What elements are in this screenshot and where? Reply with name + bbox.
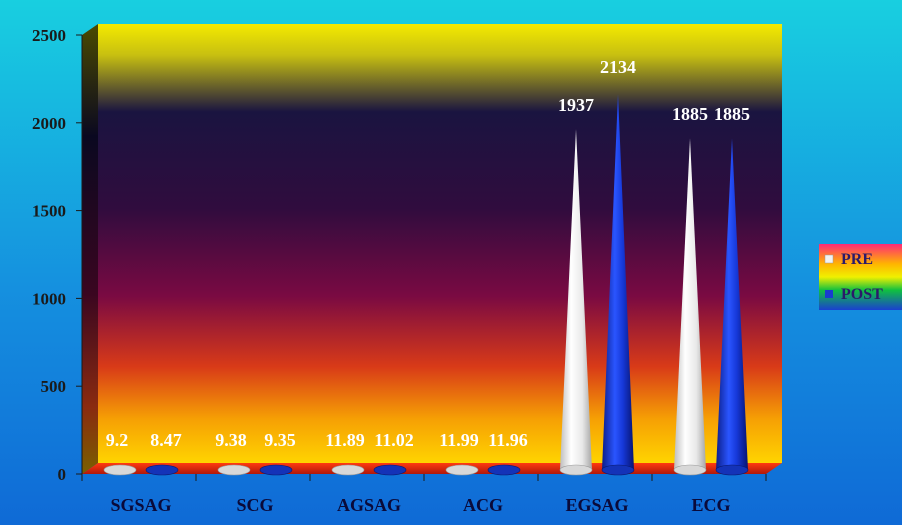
data-label-pre: 9.38 <box>215 430 247 450</box>
data-label-post: 11.02 <box>374 430 414 450</box>
cone-pre-acg <box>445 464 479 476</box>
cone-body <box>602 94 634 470</box>
cone-pre-egsag <box>559 129 593 476</box>
cone-base <box>445 464 479 476</box>
cone-post-acg <box>487 464 521 476</box>
x-tick-label: EGSAG <box>565 495 628 515</box>
plot-area <box>98 24 782 463</box>
cone-body <box>674 138 706 471</box>
legend-swatch-post <box>825 290 833 298</box>
y-tick-label: 500 <box>41 377 67 396</box>
cone-pre-agsag <box>331 464 365 476</box>
x-tick-label: ACG <box>463 495 503 515</box>
x-axis: SGSAG SCG AGSAG ACG EGSAG ECG <box>81 474 767 515</box>
cone-body <box>716 138 748 471</box>
y-tick-label: 2500 <box>32 26 66 45</box>
cone-base <box>373 464 407 476</box>
y-tick-label: 2000 <box>32 114 66 133</box>
cone-base <box>103 464 137 476</box>
data-label-post: 2134 <box>600 57 636 77</box>
data-label-post: 11.96 <box>488 430 528 450</box>
y-tick-label: 1000 <box>32 289 66 308</box>
cone-post-scg <box>259 464 293 476</box>
x-tick-label: SCG <box>236 495 273 515</box>
cone-base <box>601 464 635 476</box>
data-label-post: 8.47 <box>150 430 182 450</box>
data-label-post: 1885 <box>714 104 750 124</box>
data-labels: 9.2 8.47 9.38 9.35 11.89 11.02 11.99 11.96 1937 2… <box>106 57 750 450</box>
data-label-pre: 11.89 <box>325 430 365 450</box>
x-tick-label: SGSAG <box>110 495 171 515</box>
cone-pre-scg <box>217 464 251 476</box>
cone-post-sgsag <box>145 464 179 476</box>
cone-base <box>559 464 593 476</box>
legend: PRE POST <box>819 244 902 310</box>
data-label-pre: 1937 <box>558 95 594 115</box>
x-tick-label: AGSAG <box>337 495 401 515</box>
chart-marks <box>103 94 749 476</box>
y-axis: 0 500 1000 1500 2000 2500 <box>32 26 82 484</box>
data-label-pre: 1885 <box>672 104 708 124</box>
cone-post-ecg <box>715 138 749 476</box>
cone-base <box>673 464 707 476</box>
cone-body <box>560 129 592 470</box>
cone-base <box>487 464 521 476</box>
cone-base <box>331 464 365 476</box>
y-tick-label: 0 <box>58 465 67 484</box>
legend-label-post: POST <box>841 286 883 303</box>
cone-base <box>217 464 251 476</box>
cone-post-agsag <box>373 464 407 476</box>
data-label-pre: 9.2 <box>106 430 129 450</box>
cone-base <box>715 464 749 476</box>
cone-pre-sgsag <box>103 464 137 476</box>
x-tick-label: ECG <box>691 495 730 515</box>
cone-base <box>259 464 293 476</box>
cone-post-egsag <box>601 94 635 476</box>
plot-side-wall <box>82 24 98 474</box>
y-tick-label: 1500 <box>32 202 66 221</box>
legend-swatch-pre <box>824 254 834 264</box>
cone-pre-ecg <box>673 138 707 476</box>
legend-label-pre: PRE <box>841 251 873 268</box>
data-label-post: 9.35 <box>264 430 296 450</box>
cone-base <box>145 464 179 476</box>
data-label-pre: 11.99 <box>439 430 479 450</box>
